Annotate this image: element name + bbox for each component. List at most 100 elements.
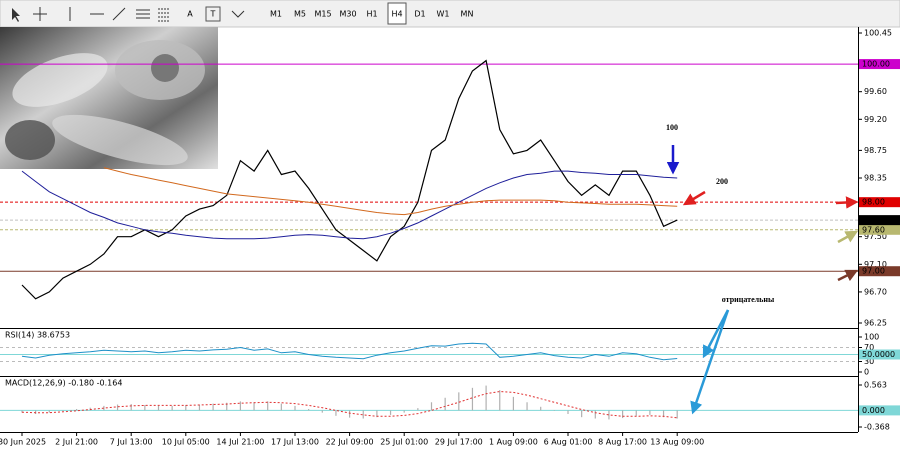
arrow bbox=[690, 309, 730, 415]
y-tick-label: 99.60 bbox=[864, 87, 887, 96]
histogram-bar bbox=[48, 410, 50, 413]
tool-label[interactable]: T bbox=[210, 10, 216, 19]
histogram-bar bbox=[553, 410, 555, 411]
histogram-bar bbox=[308, 409, 310, 411]
x-tick-label: 22 Jul 09:00 bbox=[326, 438, 374, 447]
histogram-bar bbox=[444, 397, 446, 411]
histogram-bar bbox=[335, 410, 337, 416]
timeframe-button[interactable]: M1 bbox=[270, 10, 282, 19]
timeframe-button[interactable]: H1 bbox=[366, 10, 377, 19]
histogram-bar bbox=[226, 402, 228, 411]
cursor-icon[interactable] bbox=[12, 8, 20, 22]
level-label-box bbox=[859, 405, 900, 416]
tool-label[interactable]: A bbox=[187, 10, 193, 19]
y-tick-label: 97.50 bbox=[864, 232, 887, 241]
histogram-bar bbox=[608, 410, 610, 420]
frame bbox=[0, 27, 859, 433]
histogram-bar bbox=[499, 390, 501, 411]
histogram-bar bbox=[212, 403, 214, 411]
x-tick-label: 13 Aug 09:00 bbox=[650, 438, 704, 447]
y-tick-label: -0.368 bbox=[864, 423, 890, 432]
histogram-bar bbox=[676, 410, 678, 419]
arrow bbox=[682, 190, 706, 206]
level-label-box bbox=[859, 266, 900, 277]
histogram-bar bbox=[389, 410, 392, 415]
arrow bbox=[837, 230, 859, 244]
x-tick-label: 10 Jul 05:00 bbox=[162, 438, 210, 447]
level-label: 100.00 bbox=[862, 60, 890, 69]
histogram-bar bbox=[103, 405, 105, 411]
indicator-title: RSI(14) 38.6753 bbox=[5, 331, 70, 340]
histogram-bar bbox=[594, 410, 596, 419]
series-line bbox=[21, 342, 678, 361]
x-tick-label: 14 Jul 21:00 bbox=[216, 438, 264, 447]
toolbar bbox=[0, 0, 900, 28]
histogram-bar bbox=[280, 403, 282, 411]
timeframe-button[interactable]: H4 bbox=[391, 10, 402, 19]
histogram-bar bbox=[376, 410, 378, 418]
photo bbox=[0, 27, 218, 169]
histogram-bar bbox=[417, 408, 419, 411]
histogram-bar bbox=[581, 410, 583, 418]
photo-bill bbox=[52, 114, 188, 166]
x-tick-label: 29 Jul 17:00 bbox=[435, 438, 483, 447]
x-tick-label: 7 Jul 13:00 bbox=[110, 438, 153, 447]
histogram-bar bbox=[144, 404, 146, 411]
timeframe-button[interactable]: W1 bbox=[437, 10, 450, 19]
arrow bbox=[702, 309, 730, 359]
histogram-bar bbox=[649, 410, 651, 415]
histogram-bar bbox=[171, 405, 173, 411]
y-tick-label: 70 bbox=[864, 343, 874, 352]
channel-icon[interactable] bbox=[136, 9, 150, 19]
histogram-bar bbox=[526, 402, 528, 411]
histogram-bar bbox=[458, 392, 460, 411]
timeframe-button[interactable]: M30 bbox=[339, 10, 356, 19]
histogram-bar bbox=[471, 387, 474, 411]
arrow bbox=[837, 269, 859, 282]
text-icon-box[interactable] bbox=[205, 6, 221, 22]
arrows-icon[interactable] bbox=[231, 10, 245, 18]
histogram-bar bbox=[198, 404, 201, 411]
trend-icon[interactable] bbox=[112, 7, 126, 21]
histogram-bar bbox=[253, 402, 255, 411]
level-label: 97.00 bbox=[862, 267, 885, 276]
histogram-bar bbox=[567, 410, 569, 415]
level-label: 97.60 bbox=[862, 225, 885, 234]
histogram-bar bbox=[294, 405, 296, 411]
histogram-bar bbox=[662, 410, 665, 418]
arrow bbox=[835, 196, 859, 209]
y-tick-label: 0.563 bbox=[864, 381, 887, 390]
toolbar-bg bbox=[0, 0, 900, 28]
histogram-bar bbox=[21, 410, 23, 413]
level-label-box bbox=[859, 224, 900, 235]
annotation: 200 bbox=[716, 177, 728, 186]
histogram-bar bbox=[540, 406, 542, 411]
level-label: 0.000 bbox=[862, 406, 885, 415]
timeframe-button[interactable]: M15 bbox=[314, 10, 331, 19]
x-tick-label: 6 Aug 01:00 bbox=[544, 438, 593, 447]
level-label: 98.00 bbox=[862, 198, 885, 207]
timeframe-button[interactable]: MN bbox=[461, 10, 474, 19]
timeframe-button[interactable]: D1 bbox=[414, 10, 425, 19]
series-line bbox=[21, 59, 678, 300]
histogram-bar bbox=[349, 410, 351, 418]
histogram-bar bbox=[485, 385, 487, 411]
y-tick-label: 30 bbox=[864, 357, 874, 366]
annotation: 100 bbox=[666, 123, 678, 132]
histogram-bar bbox=[185, 404, 187, 411]
photo-seal bbox=[151, 54, 179, 82]
histogram-bar bbox=[635, 410, 637, 416]
arrows bbox=[666, 145, 859, 415]
indicator-title: MACD(12,26,9) -0.180 -0.164 bbox=[5, 379, 122, 388]
fibo-icon[interactable] bbox=[158, 8, 170, 22]
crosshair-icon[interactable] bbox=[33, 7, 47, 21]
x-tick-label: 8 Aug 17:00 bbox=[598, 438, 647, 447]
histogram-bar bbox=[239, 401, 241, 411]
timeframe-button[interactable]: M5 bbox=[294, 10, 306, 19]
histogram-bar bbox=[403, 410, 405, 413]
x-tick-label: 17 Jul 13:00 bbox=[271, 438, 319, 447]
level-label-box bbox=[859, 215, 900, 226]
y-tick-label: 98.75 bbox=[864, 146, 887, 155]
y-tick-label: 100 bbox=[864, 333, 879, 342]
